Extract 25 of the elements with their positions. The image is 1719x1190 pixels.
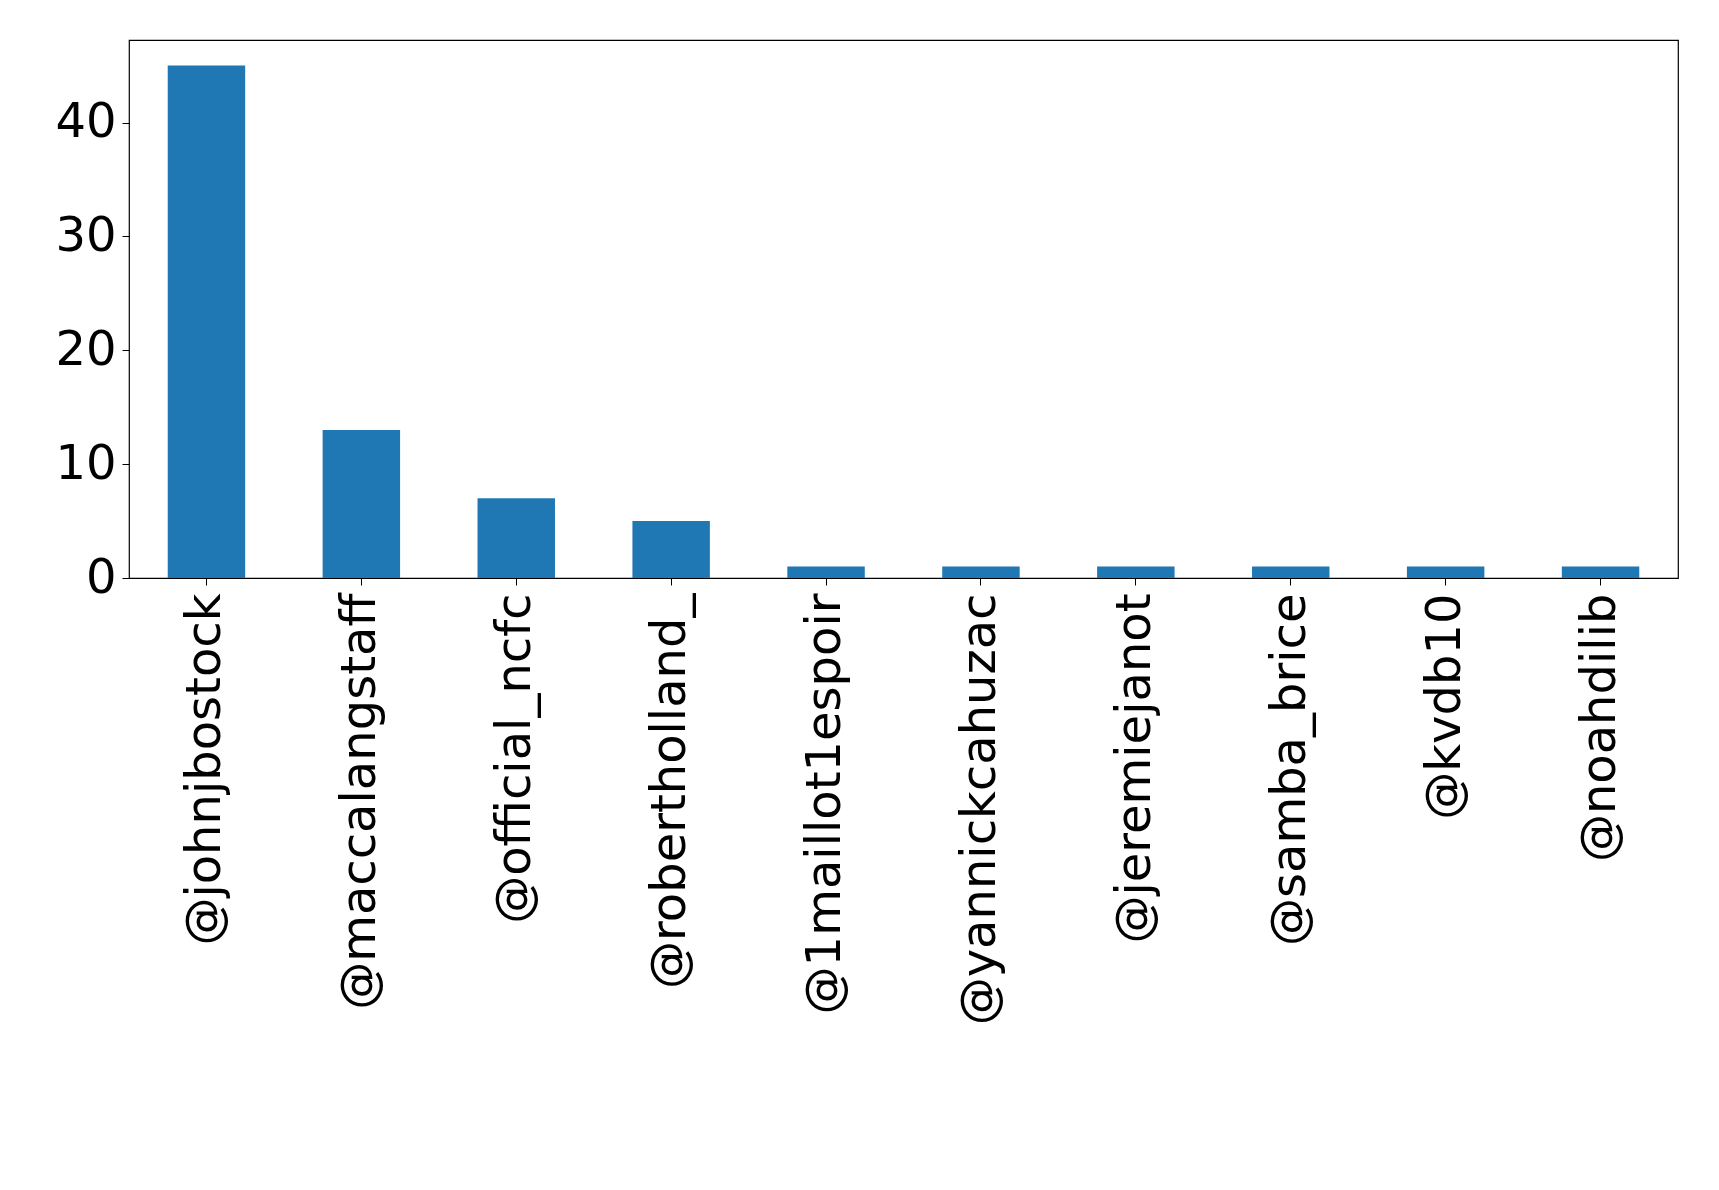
y-tick-label: 20 [55,319,117,376]
x-tick-label: @johnjbostock [175,593,232,946]
bar [1252,566,1330,578]
x-tick-label: @1maillot1espoir [795,593,852,1015]
y-tick-label: 0 [85,547,117,604]
bar [1561,566,1640,578]
x-tick-label: @samba_brice [1259,593,1316,947]
bar [1406,566,1485,578]
x-tick-label: @noahdilib [1569,593,1626,863]
x-tick-label: @jeremiejanot [1104,593,1161,944]
x-tick-label: @robertholland_ [640,592,697,989]
bar [632,521,710,578]
x-tick-label: @maccalangstaff [330,592,387,1010]
bar [322,429,401,578]
x-tick-label: @kvdb10 [1414,593,1471,820]
y-tick-label: 40 [55,92,117,149]
bar [787,566,865,578]
x-tick-label: @official_ncfc [485,593,542,924]
bar [167,65,246,578]
y-tick-label: 30 [55,205,117,262]
bar [1097,566,1175,578]
y-tick-label: 10 [55,433,117,490]
bar [942,566,1020,578]
bar [477,498,555,578]
x-tick-label: @yannickcahuzac [949,593,1006,1026]
